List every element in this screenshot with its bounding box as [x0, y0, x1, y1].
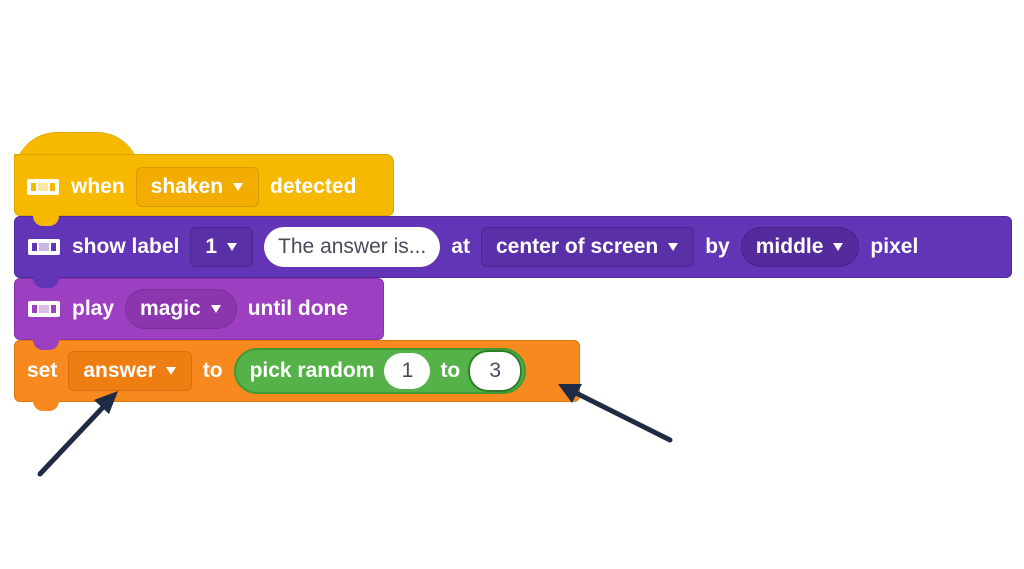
show-label-text: show label [72, 235, 180, 258]
detected-label: detected [270, 175, 357, 198]
set-variable-block[interactable]: set answer to pick random 1 to 3 [14, 340, 580, 411]
to-label: to [202, 359, 223, 382]
triangle-down-icon [668, 243, 679, 251]
pick-random-label: pick random [249, 359, 375, 382]
gesture-dropdown[interactable]: shaken [135, 167, 260, 207]
random-from-input[interactable]: 1 [384, 353, 431, 389]
device-icon [28, 301, 60, 317]
label-text-input[interactable]: The answer is... [264, 227, 441, 267]
gesture-dropdown-value: shaken [150, 175, 224, 198]
until-done-label: until done [247, 297, 349, 320]
triangle-down-icon [833, 243, 844, 251]
sound-dropdown-value: magic [140, 297, 201, 320]
variable-dropdown-value: answer [83, 359, 156, 382]
pixel-label: pixel [870, 235, 919, 258]
random-to-input[interactable]: 3 [470, 352, 521, 390]
position-dropdown[interactable]: center of screen [480, 227, 695, 267]
sound-dropdown[interactable]: magic [125, 289, 237, 329]
block-notch [33, 340, 59, 350]
size-dropdown[interactable]: middle [740, 227, 860, 267]
block-notch [33, 216, 59, 226]
label-number-dropdown[interactable]: 1 [190, 227, 254, 267]
play-sound-block[interactable]: play magic until done [14, 278, 384, 349]
when-label: when [71, 175, 125, 198]
random-to-label: to [440, 359, 461, 382]
triangle-down-icon [210, 305, 221, 313]
block-notch [33, 278, 59, 288]
block-tab [33, 401, 59, 411]
triangle-down-icon [233, 183, 244, 191]
by-label: by [705, 235, 730, 258]
device-icon [28, 239, 60, 255]
when-shaken-block[interactable]: when shaken detected [14, 154, 394, 225]
label-number-value: 1 [205, 235, 218, 258]
device-icon [27, 179, 59, 195]
variable-dropdown[interactable]: answer [68, 351, 192, 391]
size-dropdown-value: middle [755, 235, 824, 258]
position-dropdown-value: center of screen [495, 235, 659, 258]
triangle-down-icon [227, 243, 238, 251]
at-label: at [451, 235, 470, 258]
set-label: set [27, 359, 58, 382]
play-label: play [72, 297, 115, 320]
pick-random-reporter[interactable]: pick random 1 to 3 [233, 348, 527, 394]
triangle-down-icon [165, 367, 176, 375]
show-label-block[interactable]: show label 1 The answer is... at center … [14, 216, 1012, 287]
